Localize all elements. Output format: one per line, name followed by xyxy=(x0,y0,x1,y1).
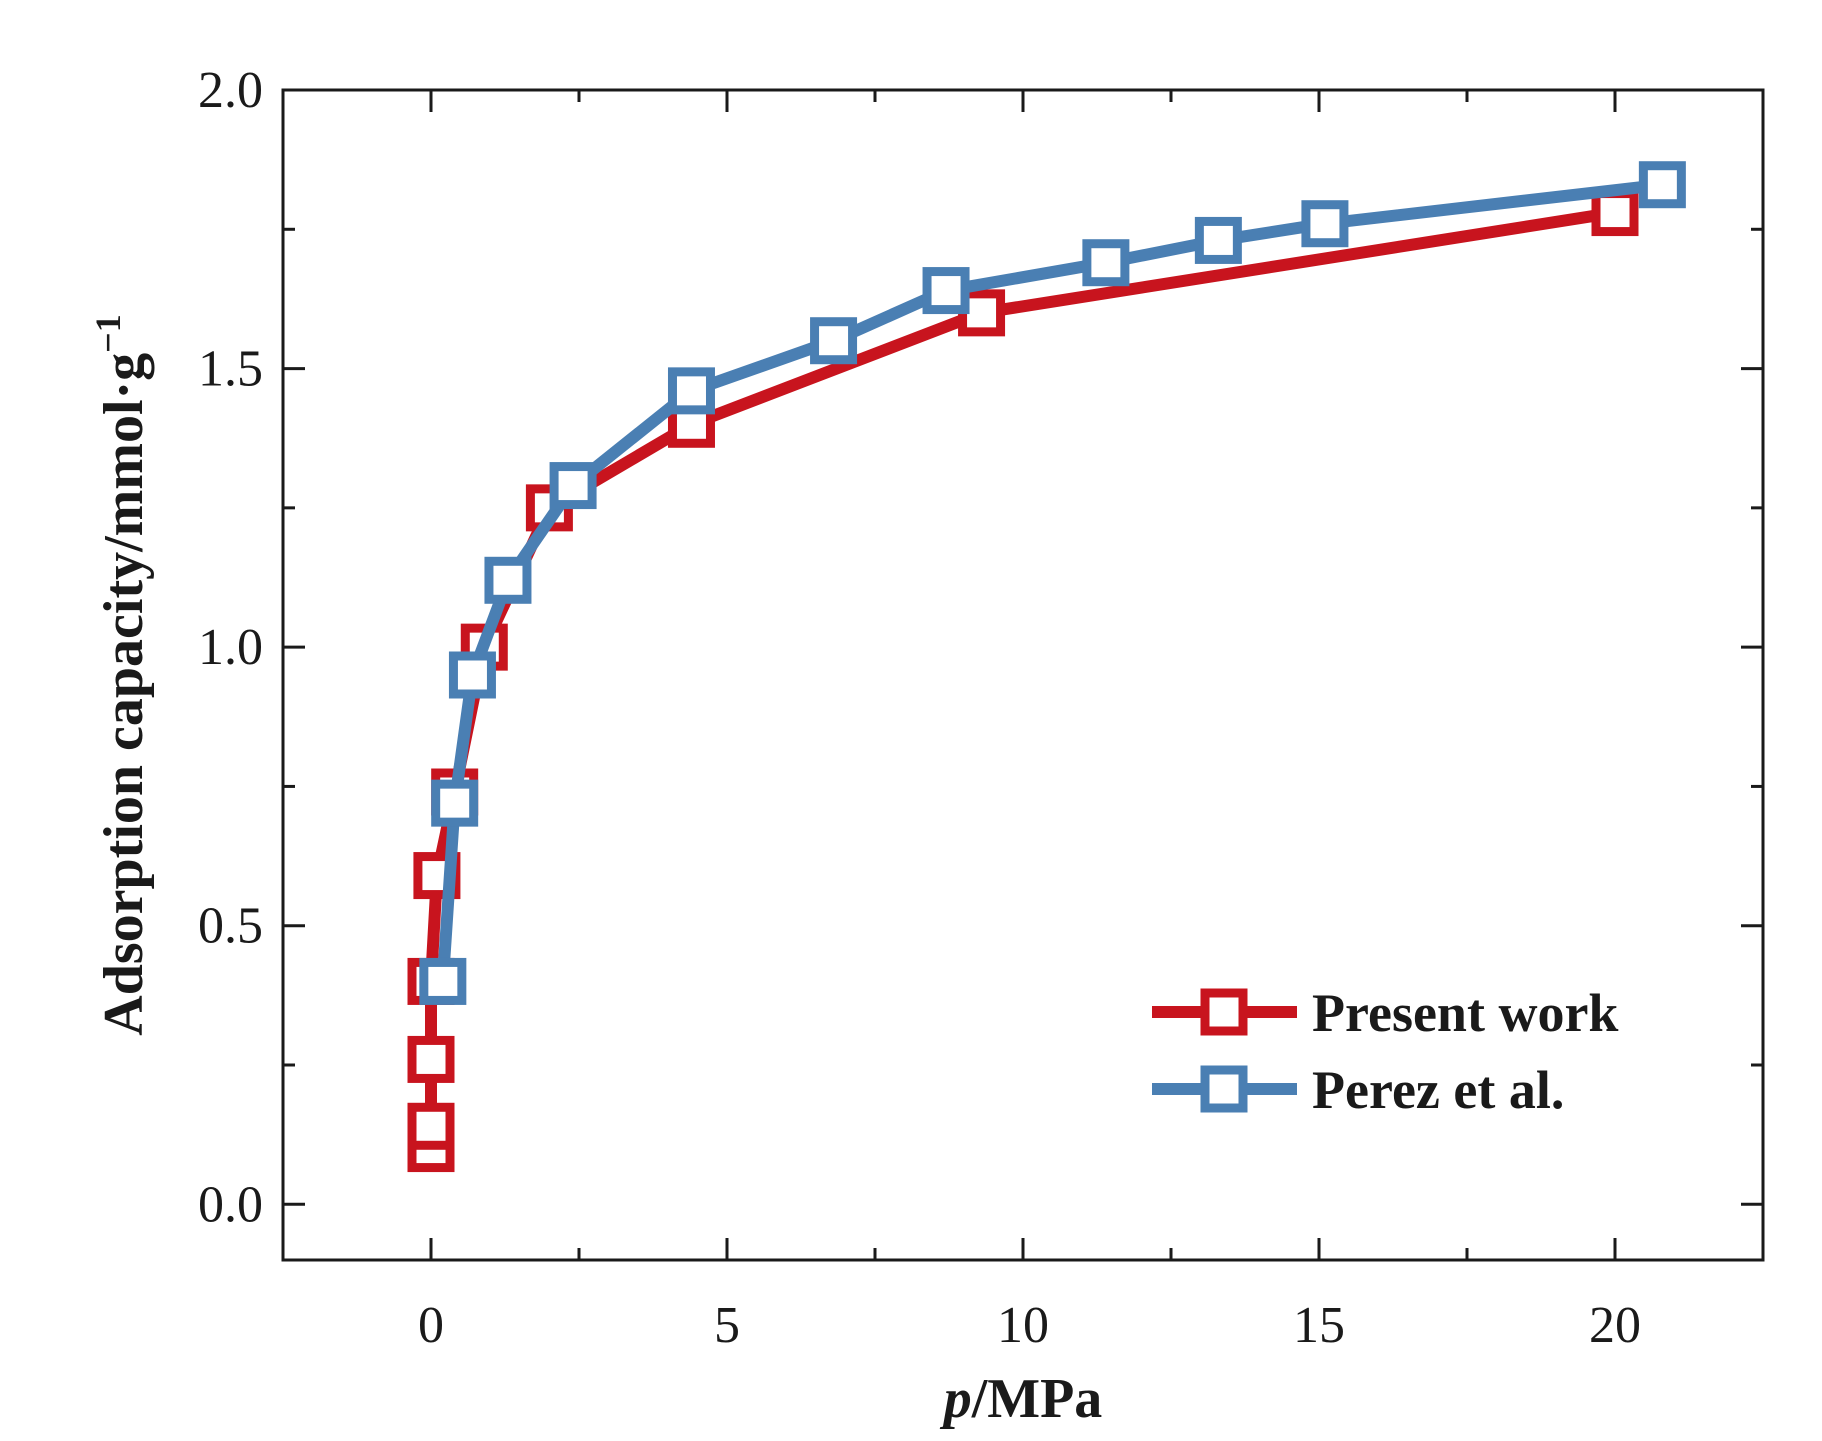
x-axis-title-variable: p xyxy=(940,1368,972,1430)
marker-perez xyxy=(810,317,858,365)
marker-present-work xyxy=(407,1035,455,1083)
marker-perez xyxy=(1082,239,1130,287)
x-tick-label: 10 xyxy=(997,1297,1049,1354)
marker-present-work xyxy=(1591,189,1639,237)
x-axis-title-unit: /MPa xyxy=(971,1368,1103,1430)
y-tick-label: 0.0 xyxy=(198,1176,263,1233)
y-axis-title-text: Adsorption capacity/mmol·g xyxy=(93,353,155,1036)
x-tick-label: 20 xyxy=(1589,1297,1641,1354)
tick-labels: 0 5 10 15 20 0.0 0.5 1.0 1.5 2.0 xyxy=(198,62,1641,1354)
y-tick-label: 1.0 xyxy=(198,619,263,676)
legend-marker-perez xyxy=(1200,1065,1248,1113)
marker-perez xyxy=(1638,161,1686,209)
marker-perez xyxy=(431,779,479,827)
series-layer xyxy=(407,161,1686,1173)
marker-perez xyxy=(1301,200,1349,248)
axis-ticks xyxy=(283,88,1763,1260)
y-tick-label: 0.5 xyxy=(198,898,263,955)
legend-marker-present-work xyxy=(1200,988,1248,1036)
legend: Present work Perez et al. xyxy=(1152,983,1618,1120)
marker-present-work xyxy=(407,1102,455,1150)
plot-frame xyxy=(281,88,1765,1262)
marker-perez xyxy=(667,367,715,415)
series-perez xyxy=(419,161,1686,1005)
y-axis-title-exponent: −1 xyxy=(88,314,128,353)
marker-perez xyxy=(448,651,496,699)
legend-label-present-work: Present work xyxy=(1312,983,1618,1043)
marker-perez xyxy=(1194,216,1242,264)
x-axis-title: p/MPa xyxy=(940,1368,1103,1430)
x-tick-label: 0 xyxy=(418,1297,444,1354)
y-axis-title: Adsorption capacity/mmol·g−1 xyxy=(88,314,155,1035)
marker-perez xyxy=(549,462,597,510)
y-tick-label: 2.0 xyxy=(198,62,263,119)
marker-perez xyxy=(419,957,467,1005)
marker-perez xyxy=(922,267,970,315)
x-tick-label: 5 xyxy=(714,1297,740,1354)
y-tick-label: 1.5 xyxy=(198,341,263,398)
legend-label-perez: Perez et al. xyxy=(1312,1060,1564,1120)
x-tick-label: 15 xyxy=(1293,1297,1345,1354)
plot-area xyxy=(283,90,1763,1260)
marker-perez xyxy=(484,556,532,604)
